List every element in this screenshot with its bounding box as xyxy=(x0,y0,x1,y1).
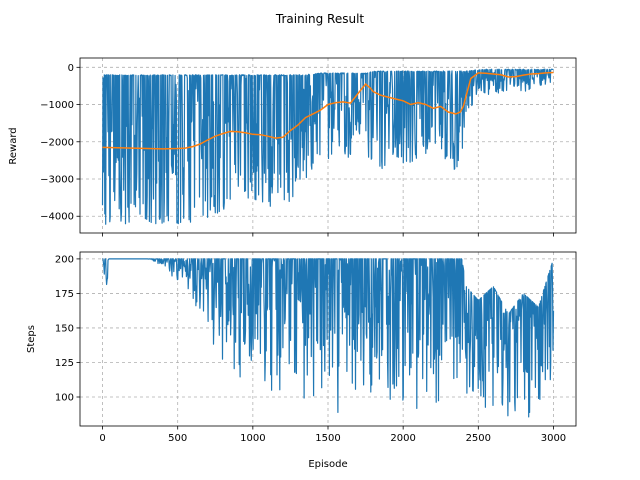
steps-y-axis-label: Steps xyxy=(26,325,37,353)
steps-y-tick-label: 125 xyxy=(55,358,74,369)
steps-y-tick-label: 175 xyxy=(55,289,74,300)
reward-moving-average-line xyxy=(102,71,554,150)
reward-y-tick-label: −2000 xyxy=(40,137,74,148)
steps-ticks: 0 500 1000 1500 2000 2500 3000 200 175 150 125 100 xyxy=(55,254,566,444)
x-axis-label: Episode xyxy=(308,459,347,470)
reward-y-tick-label: −3000 xyxy=(40,175,74,186)
reward-y-tick-label: 0 xyxy=(68,63,74,74)
steps-x-tick-label: 2000 xyxy=(390,433,415,444)
figure-title: Training Result xyxy=(275,12,365,26)
steps-x-tick-label: 500 xyxy=(168,433,187,444)
steps-x-tick-label: 3000 xyxy=(541,433,566,444)
steps-x-tick-label: 0 xyxy=(99,433,105,444)
steps-y-tick-label: 200 xyxy=(55,254,74,265)
steps-y-tick-label: 100 xyxy=(55,393,74,404)
reward-y-tick-label: −1000 xyxy=(40,100,74,111)
reward-ticks: 0 −1000 −2000 −3000 −4000 xyxy=(40,63,554,237)
reward-panel: 0 −1000 −2000 −3000 −4000 Reward xyxy=(8,57,577,237)
reward-y-axis-label: Reward xyxy=(8,127,19,164)
reward-y-tick-label: −4000 xyxy=(40,212,74,223)
steps-raw-series-line xyxy=(102,258,555,418)
reward-raw-series-line xyxy=(101,68,554,225)
reward-series xyxy=(101,68,554,225)
steps-panel: 0 500 1000 1500 2000 2500 3000200175150125100 … xyxy=(26,251,577,470)
steps-series xyxy=(102,258,555,418)
steps-x-tick-label: 1000 xyxy=(240,433,265,444)
steps-x-tick-label: 1500 xyxy=(315,433,340,444)
steps-x-tick-label: 2500 xyxy=(466,433,491,444)
steps-y-tick-label: 150 xyxy=(55,323,74,334)
